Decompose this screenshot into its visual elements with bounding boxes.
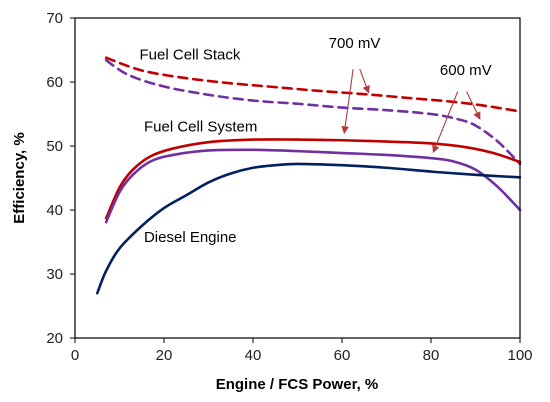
annotation-label: Fuel Cell Stack bbox=[140, 47, 241, 64]
annotation-label: Diesel Engine bbox=[144, 229, 237, 246]
y-tick-label: 60 bbox=[46, 74, 63, 91]
x-tick-label: 80 bbox=[423, 347, 440, 364]
y-tick-label: 50 bbox=[46, 138, 63, 155]
series-line-5 bbox=[95, 162, 522, 295]
plot-area-frame bbox=[74, 17, 521, 339]
y-axis: 20 30 40 50 60 70 bbox=[46, 10, 75, 347]
x-axis-title: Engine / FCS Power, % bbox=[216, 376, 379, 393]
x-tick-label: 20 bbox=[156, 347, 173, 364]
y-tick-label: 20 bbox=[46, 330, 63, 347]
annotation-arrows bbox=[341, 69, 481, 154]
x-tick-label: 0 bbox=[71, 347, 79, 364]
annotation-label: 700 mV bbox=[329, 35, 381, 52]
annotation-label: Fuel Cell System bbox=[144, 118, 257, 135]
annotation-arrow bbox=[432, 91, 459, 154]
y-tick-label: 40 bbox=[46, 202, 63, 219]
curve-labels: Fuel Cell Stack Fuel Cell System Diesel En… bbox=[140, 35, 492, 246]
y-tick-label: 30 bbox=[46, 266, 63, 283]
annotation-arrow bbox=[359, 69, 370, 94]
x-tick-label: 100 bbox=[507, 347, 532, 364]
annotation-label: 600 mV bbox=[440, 62, 492, 79]
series-line-2 bbox=[104, 58, 522, 166]
x-axis: 0 20 40 60 80 100 bbox=[71, 338, 533, 364]
annotation-arrow bbox=[341, 69, 354, 134]
series-line-1 bbox=[104, 56, 522, 113]
series-line-3 bbox=[104, 138, 522, 220]
y-tick-label: 70 bbox=[46, 10, 63, 27]
annotation-arrow bbox=[466, 91, 481, 120]
y-axis-title: Efficiency, % bbox=[11, 132, 28, 223]
series-line-4 bbox=[104, 148, 522, 224]
x-tick-label: 40 bbox=[245, 347, 262, 364]
x-tick-label: 60 bbox=[334, 347, 351, 364]
series-layer bbox=[95, 56, 522, 295]
